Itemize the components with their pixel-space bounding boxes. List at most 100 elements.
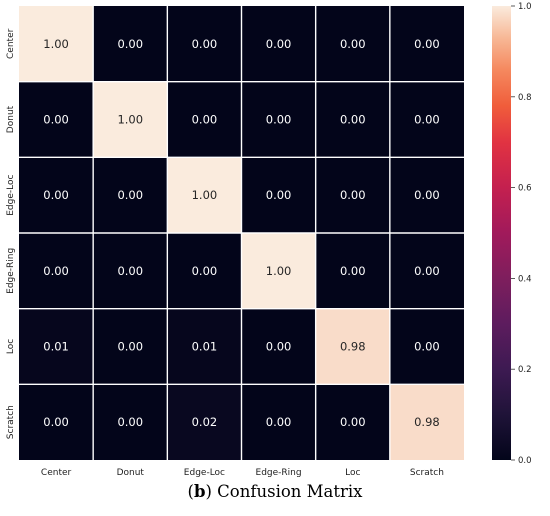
colorbar-tick-label: 0.0 (518, 456, 532, 466)
x-tick-label: Edge-Loc (184, 468, 225, 478)
heatmap-cell (93, 6, 168, 82)
x-tick-label: Loc (345, 468, 360, 478)
heatmap-cell (241, 233, 316, 309)
cell-value-label: 0.00 (192, 113, 218, 127)
caption-prefix: ( (187, 482, 194, 501)
heatmap-cell (315, 233, 390, 309)
heatmap-cell (315, 6, 390, 82)
heatmap-cell (167, 308, 242, 385)
cell-value-label: 0.02 (192, 415, 218, 429)
heatmap-cell (389, 157, 464, 233)
cell-value-label: 0.00 (117, 37, 143, 51)
colorbar (492, 6, 511, 460)
cell-value-label: 0.00 (414, 264, 440, 278)
cell-value-label: 0.00 (266, 188, 292, 202)
cell-value-label: 0.00 (340, 113, 366, 127)
cell-value-label: 0.00 (266, 415, 292, 429)
heatmap-cell (241, 157, 316, 233)
caption-letter: b (193, 482, 206, 501)
heatmap-cell (167, 81, 242, 158)
heatmap-cell (389, 308, 464, 385)
heatmap-cells (19, 6, 464, 460)
heatmap-cell-labels: 1.00 0.00 0.00 0.00 0.00 0.00 0.00 1.00 0.00 0.00… (43, 37, 439, 429)
colorbar-tick-label: 0.8 (518, 93, 532, 103)
heatmap-cell (167, 384, 242, 460)
heatmap-cell (241, 6, 316, 82)
heatmap-cell (315, 81, 390, 158)
x-tick-label: Center (41, 468, 72, 478)
y-tick-label: Edge-Loc (6, 175, 16, 216)
heatmap-cell (241, 81, 316, 158)
heatmap-cell (93, 157, 168, 233)
cell-value-label: 1.00 (117, 113, 143, 127)
heatmap-cell (315, 157, 390, 233)
cell-value-label: 0.00 (43, 415, 69, 429)
heatmap-cell (241, 308, 316, 385)
cell-value-label: 0.98 (340, 340, 366, 354)
cell-value-label: 0.00 (192, 264, 218, 278)
cell-value-label: 0.00 (117, 264, 143, 278)
cell-value-label: 0.01 (192, 340, 218, 354)
cell-value-label: 0.00 (340, 264, 366, 278)
colorbar-tick-label: 0.6 (518, 184, 532, 194)
cell-value-label: 0.00 (414, 113, 440, 127)
cell-value-label: 0.00 (266, 37, 292, 51)
cell-value-label: 0.00 (266, 340, 292, 354)
colorbar-tick-label: 0.4 (518, 274, 532, 284)
y-tick-label: Scratch (6, 405, 16, 439)
cell-value-label: 0.00 (117, 188, 143, 202)
x-tick-label: Donut (117, 468, 145, 478)
heatmap-cell (19, 157, 94, 233)
heatmap-cell (19, 81, 94, 158)
cell-value-label: 0.00 (414, 188, 440, 202)
cell-value-label: 0.00 (117, 340, 143, 354)
heatmap-cell (389, 233, 464, 309)
cell-value-label: 1.00 (43, 37, 69, 51)
heatmap-cell (241, 384, 316, 460)
colorbar-ticks: 0.0 0.2 0.4 0.6 0.8 1.0 (511, 2, 532, 466)
figure-caption: (b) Confusion Matrix (0, 482, 550, 501)
cell-value-label: 0.98 (414, 415, 440, 429)
y-tick-label: Loc (6, 339, 16, 354)
x-tick-labels: Center Donut Edge-Loc Edge-Ring Loc Scratch (41, 468, 444, 478)
cell-value-label: 0.00 (340, 415, 366, 429)
cell-value-label: 0.00 (266, 113, 292, 127)
x-tick-label: Edge-Ring (256, 468, 302, 478)
x-tick-label: Scratch (410, 468, 444, 478)
y-tick-label: Edge-Ring (6, 248, 16, 294)
heatmap-cell (19, 6, 94, 82)
heatmap-cell (167, 6, 242, 82)
y-tick-label: Donut (6, 105, 16, 133)
heatmap-cell (93, 81, 168, 158)
heatmap-cell (389, 384, 464, 460)
confusion-matrix-chart: 1.00 0.00 0.00 0.00 0.00 0.000.00 1.00 0.00 0.00… (6, 2, 532, 478)
cell-value-label: 0.00 (43, 264, 69, 278)
heatmap-cell (389, 81, 464, 158)
cell-value-label: 0.00 (117, 415, 143, 429)
cell-value-label: 0.00 (414, 340, 440, 354)
cell-value-label: 0.00 (414, 37, 440, 51)
caption-text: ) Confusion Matrix (205, 482, 363, 501)
heatmap-cell (315, 308, 390, 385)
cell-value-label: 0.01 (43, 340, 69, 354)
heatmap-cell (167, 157, 242, 233)
heatmap-cell (389, 6, 464, 82)
cell-value-label: 1.00 (192, 188, 218, 202)
colorbar-tick-label: 0.2 (518, 365, 532, 375)
y-tick-labels: Center Donut Edge-Loc Edge-Ring Loc Scratch (6, 28, 16, 439)
heatmap-cell (167, 233, 242, 309)
heatmap-cell (93, 308, 168, 385)
cell-value-label: 1.00 (266, 264, 292, 278)
heatmap-cell (19, 384, 94, 460)
heatmap-cell (315, 384, 390, 460)
cell-value-label: 0.00 (43, 188, 69, 202)
cell-value-label: 0.00 (340, 37, 366, 51)
heatmap-cell (93, 384, 168, 460)
cell-value-label: 0.00 (192, 37, 218, 51)
y-tick-label: Center (6, 28, 16, 59)
cell-value-label: 0.00 (340, 188, 366, 202)
heatmap-cell (19, 308, 94, 385)
heatmap-cell (93, 233, 168, 309)
colorbar-tick-label: 1.0 (518, 2, 532, 12)
heatmap-cell (19, 233, 94, 309)
